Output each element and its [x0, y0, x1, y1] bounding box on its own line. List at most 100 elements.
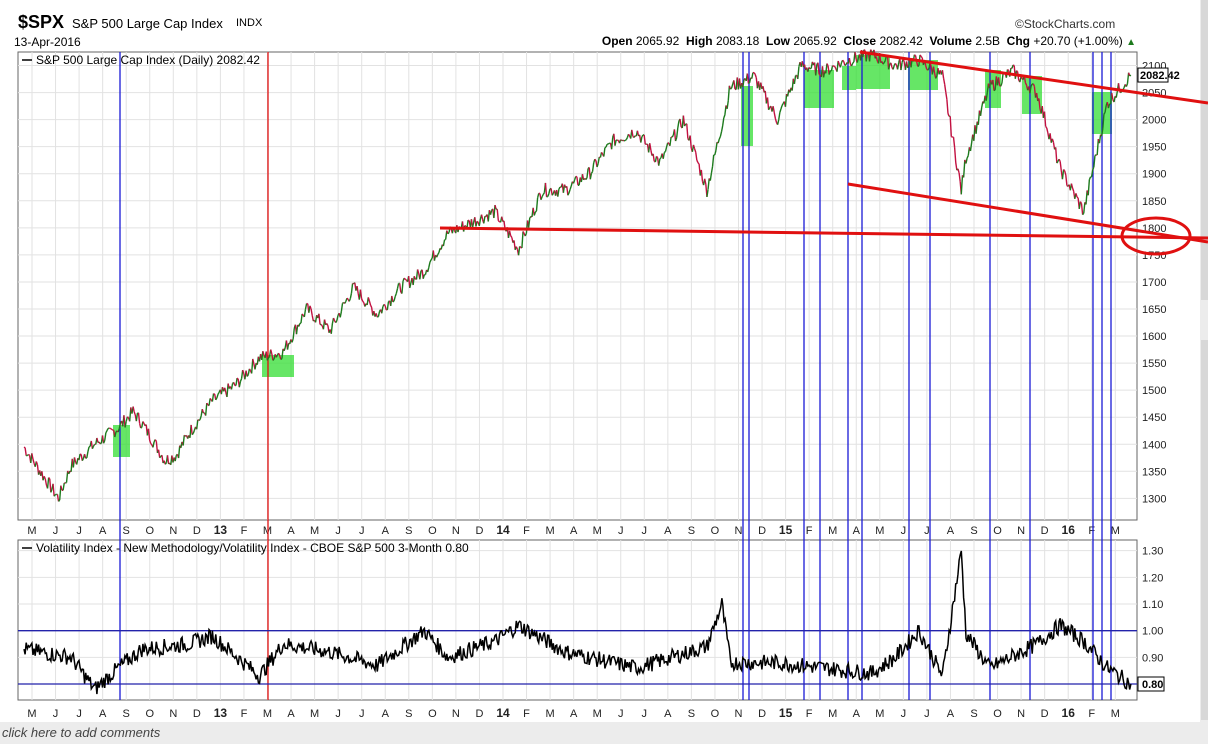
price-segment: [182, 435, 185, 446]
y-tick-label: 1600: [1142, 331, 1166, 343]
price-chart-svg: M M J J J J A A S S O O N N D D 13 13 F F M M A A M M J J J J A A S S O O N N…: [17, 49, 1208, 720]
price-segment: [686, 123, 689, 139]
price-segment: [81, 458, 85, 462]
price-segment: [60, 485, 63, 491]
x-tick-label: M: [310, 708, 319, 720]
price-segment: [340, 303, 344, 312]
price-segment: [1125, 83, 1129, 87]
x-tick-label: M: [1111, 525, 1120, 537]
price-segment: [779, 108, 782, 113]
price-segment: [412, 276, 415, 286]
price-segment: [467, 219, 470, 222]
price-segment: [1126, 72, 1130, 84]
price-segment: [344, 301, 347, 304]
price-segment: [652, 153, 655, 162]
price-segment: [283, 347, 286, 352]
price-segment: [830, 65, 834, 71]
price-segment: [534, 210, 537, 213]
price-segment: [521, 231, 524, 249]
y-tick-label: 1400: [1142, 439, 1166, 451]
price-segment: [318, 313, 321, 325]
price-segment: [396, 283, 400, 289]
price-segment: [590, 171, 594, 174]
x-tick-label: O: [711, 525, 720, 537]
price-segment: [1087, 179, 1091, 196]
price-segment: [746, 73, 750, 84]
x-tick-label: J: [359, 708, 365, 720]
highlight-box: [908, 60, 938, 90]
price-segment: [350, 283, 354, 294]
price-segment: [57, 499, 61, 502]
price-segment: [87, 446, 90, 452]
price-segment: [558, 186, 561, 190]
price-segment: [696, 159, 699, 163]
scrollbar-track[interactable]: [1201, 0, 1208, 300]
x-tick-label: M: [1111, 708, 1120, 720]
x-tick-label: N: [452, 708, 460, 720]
ratio-panel-frame: [17, 539, 1138, 701]
add-comments-link[interactable]: click here to add comments: [2, 725, 161, 740]
x-tick-label: J: [642, 708, 648, 720]
price-segment: [155, 441, 159, 453]
price-segment: [870, 49, 873, 53]
price-segment: [919, 54, 922, 57]
price-segment: [1056, 160, 1059, 164]
ratio-series-line: [23, 550, 1132, 695]
price-segment: [567, 192, 570, 196]
price-segment: [356, 285, 359, 294]
price-segment: [914, 54, 916, 57]
price-segment: [569, 185, 572, 190]
price-segment: [381, 306, 384, 314]
price-segment: [1094, 154, 1097, 157]
price-segment: [969, 142, 973, 152]
scrollbar-track-lower[interactable]: [1201, 340, 1208, 720]
price-segment: [662, 152, 666, 159]
price-segment: [907, 65, 910, 69]
price-segment: [960, 175, 964, 195]
x-tick-label: A: [287, 708, 295, 720]
price-segment: [137, 412, 141, 424]
trendline-annotation: [847, 182, 1208, 244]
price-segment: [604, 146, 607, 149]
price-segment: [826, 63, 829, 67]
price-segment: [839, 62, 843, 68]
price-segment: [945, 91, 948, 100]
price-segment: [594, 158, 597, 162]
price-segment: [519, 245, 522, 248]
x-tick-label: D: [1041, 708, 1049, 720]
price-segment: [596, 163, 599, 168]
price-segment: [942, 77, 946, 85]
price-segment: [682, 115, 686, 127]
x-tick-label: M: [593, 708, 602, 720]
price-segment: [398, 283, 402, 293]
price-segment: [636, 130, 640, 137]
price-segment: [267, 356, 271, 359]
price-segment: [720, 125, 724, 132]
x-tick-label: O: [428, 525, 437, 537]
price-segment: [1083, 202, 1086, 214]
price-segment: [900, 62, 903, 71]
price-segment: [478, 218, 482, 226]
price-segment: [309, 305, 312, 310]
x-tick-label: M: [875, 525, 884, 537]
price-segment: [436, 254, 439, 258]
price-segment: [368, 300, 372, 306]
price-segment: [430, 257, 433, 261]
price-segment: [818, 73, 821, 76]
x-tick-label: J: [901, 708, 907, 720]
price-segment: [917, 65, 920, 68]
highlight-box: [741, 86, 753, 146]
price-segment: [557, 188, 560, 197]
x-tick-label: J: [924, 708, 930, 720]
price-segment: [142, 421, 145, 424]
price-segment: [235, 377, 238, 386]
price-segment: [86, 451, 89, 458]
price-segment: [133, 411, 136, 416]
price-segment: [669, 136, 672, 146]
price-segment: [710, 166, 714, 174]
x-tick-label: S: [405, 708, 412, 720]
price-segment: [852, 61, 855, 64]
price-segment: [742, 79, 745, 88]
price-segment: [236, 377, 239, 380]
price-segment: [542, 192, 545, 195]
